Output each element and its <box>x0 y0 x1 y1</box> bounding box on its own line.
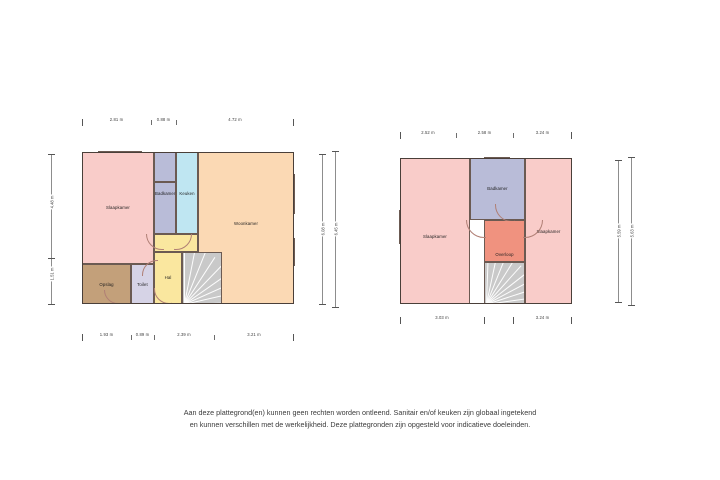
dim-label: 3.24 m <box>513 315 572 321</box>
dim-label: 2.58 m <box>456 130 513 136</box>
dim-label: 3.24 m <box>513 130 572 136</box>
room-label: Woonkamer <box>234 221 258 226</box>
window-badkamer-top <box>484 156 510 159</box>
dim-seg: 0.88 m <box>151 117 176 127</box>
dim-label: 4.72 m <box>176 117 294 123</box>
door-swing-hal <box>154 288 172 304</box>
room-label: Opslag <box>99 282 114 287</box>
dim-seg: 2.81 m <box>82 117 151 127</box>
room-label: Badkamer <box>155 191 176 196</box>
dim-seg: 3.24 m <box>513 315 572 325</box>
room-keuken[interactable]: Keuken <box>176 152 198 234</box>
dim-seg: 1.93 m <box>82 332 131 342</box>
dim-chain-bottom-left: 1.93 m 0.89 m 2.39 m 3.21 m <box>82 332 294 342</box>
door-swing-badkamer-boven <box>495 204 515 221</box>
dim-chain-top-right: 2.52 m 2.58 m 3.24 m <box>400 130 572 140</box>
room-overloop[interactable]: Overloop <box>484 220 525 262</box>
dim-seg: 4.72 m <box>176 117 294 127</box>
dim-label: 6.08 m <box>320 221 325 237</box>
window-slaapkamer-top <box>98 150 142 153</box>
room-label: Overloop <box>495 252 514 257</box>
dim-seg: 3.24 m <box>513 130 572 140</box>
room-label: Slaapkamer <box>106 205 130 210</box>
window-woonkamer-right-2 <box>292 238 295 266</box>
dim-label: 0.89 m <box>131 332 154 338</box>
room-badkamer-upper[interactable] <box>154 152 176 182</box>
dim-chain-top-left: 2.81 m 0.88 m 4.72 m <box>82 117 294 127</box>
door-swing-badkamer <box>174 234 192 250</box>
dim-label: 3.21 m <box>214 332 294 338</box>
staircase-begane-grond <box>182 252 222 304</box>
room-label: Badkamer <box>487 186 508 191</box>
dim-label: 5.63 m <box>629 223 634 239</box>
dim-label: 6.45 m <box>333 221 338 237</box>
dim-seg: 3.03 m <box>400 315 484 325</box>
dim-label: 5.59 m <box>616 223 621 239</box>
dim-label: 1.93 m <box>82 332 131 338</box>
dim-chain-right-outer: 6.45 m <box>331 151 340 308</box>
room-slaapkamer[interactable]: Slaapkamer <box>82 152 154 264</box>
room-label: Toilet <box>137 282 148 287</box>
dim-chain-right-outer-2: 5.63 m <box>627 157 636 306</box>
floorplan-begane-grond: Slaapkamer Badkamer Keuken Woonkamer Hal <box>82 150 295 304</box>
room-label: Hal <box>164 275 172 280</box>
window-slaapkamer-links-left <box>398 210 401 244</box>
room-label: Slaapkamer <box>423 234 447 239</box>
room-badkamer[interactable]: Badkamer <box>154 182 176 234</box>
door-swing-slaapkamer <box>146 234 164 250</box>
dim-label: 2.39 m <box>154 332 214 338</box>
dim-seg: 0.89 m <box>131 332 154 342</box>
disclaimer-line-1: Aan deze plattegrond(en) kunnen geen rec… <box>183 408 537 417</box>
dim-seg: 3.21 m <box>214 332 294 342</box>
dim-seg: 2.58 m <box>456 130 513 140</box>
dim-label: 2.81 m <box>82 117 151 123</box>
dim-label: 3.03 m <box>400 315 484 321</box>
room-label: Keuken <box>179 191 195 196</box>
dim-label: 0.88 m <box>151 117 176 123</box>
dim-label: 2.52 m <box>400 130 456 136</box>
dim-seg: 2.52 m <box>400 130 456 140</box>
dim-chain-right-inner-2: 5.59 m <box>614 160 623 303</box>
dim-label: 1.51 m <box>49 266 54 282</box>
dim-chain-bottom-right: 3.03 m 3.24 m <box>400 315 572 325</box>
door-swing-slaapkamer-rechts-boven <box>523 220 543 238</box>
dim-chain-right-inner: 6.08 m <box>318 154 327 305</box>
dim-label: 4.48 m <box>49 194 54 210</box>
door-swing-toilet <box>142 260 158 276</box>
door-swing-slaapkamer-links-boven <box>466 220 486 238</box>
floorplan-eerste-verdieping: Slaapkamer Badkamer Slaapkamer Overloop <box>398 156 572 304</box>
room-slaapkamer-links[interactable]: Slaapkamer <box>400 158 470 304</box>
dim-seg: 2.39 m <box>154 332 214 342</box>
dim-chain-left-outer: 4.48 m 1.51 m <box>47 154 56 305</box>
window-woonkamer-right <box>292 174 295 214</box>
disclaimer: Aan deze plattegrond(en) kunnen geen rec… <box>0 407 720 431</box>
door-swing-opslag <box>104 290 120 304</box>
staircase-eerste-verdieping <box>484 262 525 304</box>
disclaimer-line-2: en kunnen verschillen met de werkelijkhe… <box>189 420 531 429</box>
room-label: Slaapkamer <box>536 229 561 234</box>
